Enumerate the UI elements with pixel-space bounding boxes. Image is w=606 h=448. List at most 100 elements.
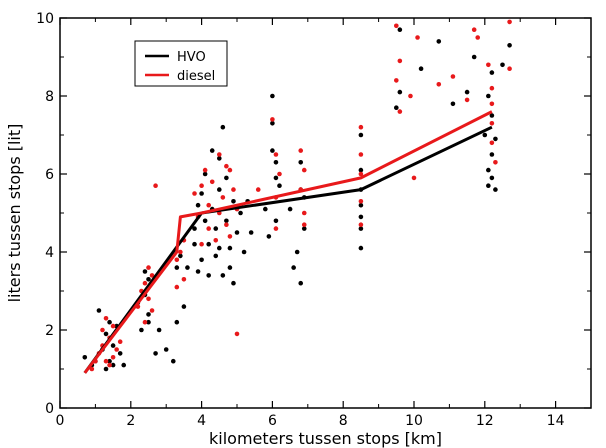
hvo-data-point (110, 362, 116, 368)
x-tick-label: 12 (476, 413, 494, 429)
hvo-data-point (486, 167, 491, 173)
hvo-data-point (103, 331, 109, 337)
hvo-data-point (156, 327, 162, 333)
diesel-data-point (486, 62, 491, 68)
hvo-data-point (500, 62, 505, 68)
hvo-data-point (110, 343, 116, 348)
y-axis-title: liters tussen stops [lit] (5, 124, 24, 303)
hvo-data-point (224, 218, 229, 224)
x-tick-label: 14 (547, 413, 565, 429)
hvo-data-point (358, 214, 364, 220)
diesel-data-point (146, 296, 151, 302)
hvo-data-point (213, 253, 219, 259)
diesel-data-point (206, 226, 211, 231)
diesel-data-point (358, 152, 364, 157)
hvo-data-point (394, 105, 399, 110)
diesel-data-point (142, 319, 148, 325)
hvo-data-point (231, 199, 236, 204)
diesel-data-point (231, 187, 236, 192)
hvo-data-point (248, 230, 254, 235)
hvo-data-point (270, 121, 275, 126)
hvo-data-point (270, 148, 275, 153)
diesel-data-point (110, 355, 116, 360)
diesel-data-point (394, 23, 399, 29)
legend-label-hvo: HVO (177, 50, 206, 65)
hvo-data-point (185, 265, 190, 270)
diesel-data-point (408, 93, 413, 99)
hvo-data-point (206, 273, 211, 278)
hvo-data-point (227, 265, 233, 270)
y-tick-label: 8 (45, 89, 54, 105)
diesel-data-point (174, 257, 180, 263)
diesel-data-point (209, 179, 215, 185)
hvo-data-point (217, 156, 222, 161)
diesel-data-point (199, 183, 204, 188)
hvo-data-point (301, 226, 307, 231)
hvo-data-point (273, 218, 279, 224)
hvo-data-point (142, 269, 148, 274)
x-tick-label: 2 (126, 413, 135, 429)
axis-ticks (59, 17, 591, 409)
diesel-data-point (213, 238, 219, 243)
hvo-data-point (199, 191, 204, 196)
hvo-data-point (436, 39, 442, 44)
diesel-data-point (234, 331, 240, 337)
diesel-data-point (464, 97, 470, 103)
hvo-data-point (103, 366, 109, 372)
diesel-data-point (301, 222, 307, 227)
hvo-data-point (273, 160, 279, 165)
hvo-data-point (192, 226, 197, 231)
diesel-data-point (358, 199, 364, 204)
hvo-data-point (220, 124, 226, 130)
hvo-data-point (270, 93, 275, 99)
hvo-data-point (358, 245, 364, 251)
hvo-data-point (489, 113, 495, 118)
trend-lines-layer (83, 110, 493, 374)
hvo-data-point (231, 280, 236, 286)
hvo-data-point (287, 206, 293, 212)
diesel-data-point (489, 85, 495, 91)
x-tick-label: 0 (56, 413, 65, 429)
hvo-data-point (121, 362, 127, 368)
hvo-data-point (486, 183, 491, 188)
hvo-data-point (263, 206, 268, 212)
hvo-data-point (217, 245, 222, 251)
hvo-data-point (146, 277, 151, 282)
diesel-data-point (192, 191, 197, 196)
diesel-data-point (436, 82, 442, 87)
diesel-data-point (301, 167, 307, 173)
hvo-data-point (464, 89, 470, 95)
diesel-data-point (277, 171, 282, 177)
diesel-data-point (89, 366, 95, 372)
hvo-data-point (489, 152, 495, 157)
hvo-data-point (139, 327, 144, 333)
diesel-data-point (117, 339, 123, 345)
diesel-data-point (415, 35, 420, 40)
diesel-data-point (149, 308, 155, 313)
diesel-data-point (397, 58, 403, 64)
hvo-data-point (493, 136, 498, 142)
diesel-data-point (475, 35, 481, 40)
legend: HVO diesel (134, 40, 228, 87)
hvo-data-point (507, 43, 512, 48)
hvo-data-point (266, 234, 272, 239)
hvo-data-point (471, 54, 477, 60)
hvo-data-point (82, 355, 88, 360)
hvo-data-point (202, 218, 208, 224)
diesel-data-point (273, 226, 279, 231)
hvo-series-line (83, 125, 493, 374)
hvo-data-point (358, 132, 364, 138)
hvo-data-point (96, 308, 102, 313)
hvo-data-point (298, 280, 304, 286)
hvo-data-point (482, 132, 488, 138)
y-tick-label: 10 (36, 11, 54, 27)
hvo-data-point (234, 230, 240, 235)
hvo-data-point (107, 358, 112, 364)
hvo-data-point (298, 160, 304, 165)
hvo-data-point (358, 202, 364, 208)
hvo-data-point (358, 226, 364, 231)
x-tick-label: 6 (268, 413, 277, 429)
hvo-data-point (489, 175, 495, 181)
diesel-data-point (224, 222, 229, 227)
